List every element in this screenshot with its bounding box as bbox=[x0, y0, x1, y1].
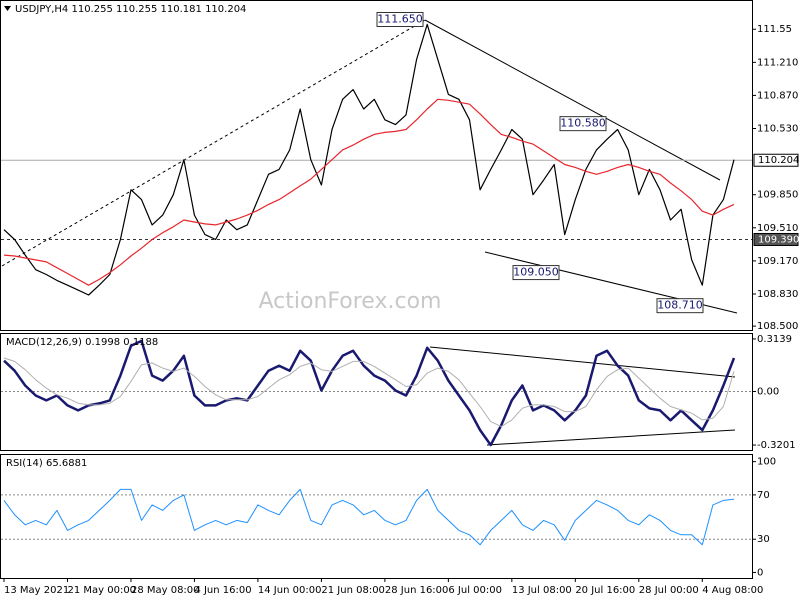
annotation-label: 111.650 bbox=[377, 12, 423, 25]
trend-line bbox=[486, 429, 736, 446]
y-tick-label: 108.830 bbox=[757, 289, 798, 300]
y-tick-label: 108.500 bbox=[757, 321, 798, 332]
y-tick-label: 110.530 bbox=[757, 124, 798, 135]
y-tick-label: 111.55 bbox=[757, 24, 792, 35]
y-tick-label: -0.3201 bbox=[757, 440, 796, 451]
annotation-label: 110.580 bbox=[560, 117, 606, 130]
y-tick-label: 0.3139 bbox=[757, 334, 792, 345]
x-tick-label: 28 May 08:00 bbox=[131, 585, 200, 596]
series-line bbox=[3, 357, 735, 428]
annotation-box bbox=[512, 265, 560, 281]
annotation-box bbox=[656, 298, 704, 314]
y-tick-label: 110.870 bbox=[757, 90, 798, 101]
trend-line bbox=[429, 346, 736, 378]
series-line bbox=[3, 98, 735, 286]
x-tick-label: 20 Jul 16:00 bbox=[575, 585, 635, 596]
y-tick-label: 109.170 bbox=[757, 256, 798, 267]
y-tick-label: 0 bbox=[757, 567, 763, 578]
macd-panel bbox=[0, 333, 753, 451]
symbol-arrow bbox=[4, 6, 11, 11]
annotation-label: 108.710 bbox=[657, 299, 703, 312]
panel-title: MACD(12,26,9) 0.1998 0.1188 bbox=[6, 337, 158, 348]
x-tick-label: 13 May 2021 bbox=[4, 585, 69, 596]
level-box bbox=[753, 153, 799, 167]
annotation-box bbox=[376, 11, 424, 27]
x-tick-label: 21 Jun 08:00 bbox=[321, 585, 385, 596]
rsi-panel bbox=[0, 454, 753, 579]
y-tick-label: 100 bbox=[757, 457, 776, 468]
x-tick-label: 4 Jun 16:00 bbox=[194, 585, 251, 596]
x-tick-label: 28 Jul 00:00 bbox=[639, 585, 699, 596]
trend-line bbox=[424, 19, 721, 181]
x-tick-label: 13 Jul 08:00 bbox=[512, 585, 572, 596]
annotation-label: 109.050 bbox=[513, 266, 559, 279]
x-tick-label: 4 Aug 08:00 bbox=[702, 585, 763, 596]
annotation-box bbox=[559, 116, 607, 132]
price-panel bbox=[0, 0, 753, 331]
panel-title: USDJPY,H4 110.255 110.255 110.181 110.20… bbox=[15, 4, 246, 15]
x-tick-label: 21 May 00:00 bbox=[67, 585, 136, 596]
panel-title: RSI(14) 65.6881 bbox=[6, 458, 87, 469]
series-line bbox=[3, 339, 736, 447]
level-box bbox=[753, 232, 799, 246]
x-tick-label: 28 Jun 16:00 bbox=[385, 585, 449, 596]
y-tick-label: 70 bbox=[757, 490, 770, 501]
y-tick-label: 109.510 bbox=[757, 223, 798, 234]
series-line bbox=[3, 23, 735, 296]
y-tick-label: 30 bbox=[757, 534, 770, 545]
x-tick-label: 14 Jun 00:00 bbox=[258, 585, 322, 596]
y-tick-label: 111.210 bbox=[757, 57, 798, 68]
y-tick-label: 109.850 bbox=[757, 190, 798, 201]
y-tick-label: 0.00 bbox=[757, 386, 779, 397]
x-tick-label: 6 Jul 00:00 bbox=[448, 585, 502, 596]
watermark: ActionForex.com bbox=[259, 289, 442, 314]
series-line bbox=[3, 488, 735, 546]
level-label: 110.204 bbox=[758, 155, 799, 166]
level-label: 109.390 bbox=[758, 234, 799, 245]
